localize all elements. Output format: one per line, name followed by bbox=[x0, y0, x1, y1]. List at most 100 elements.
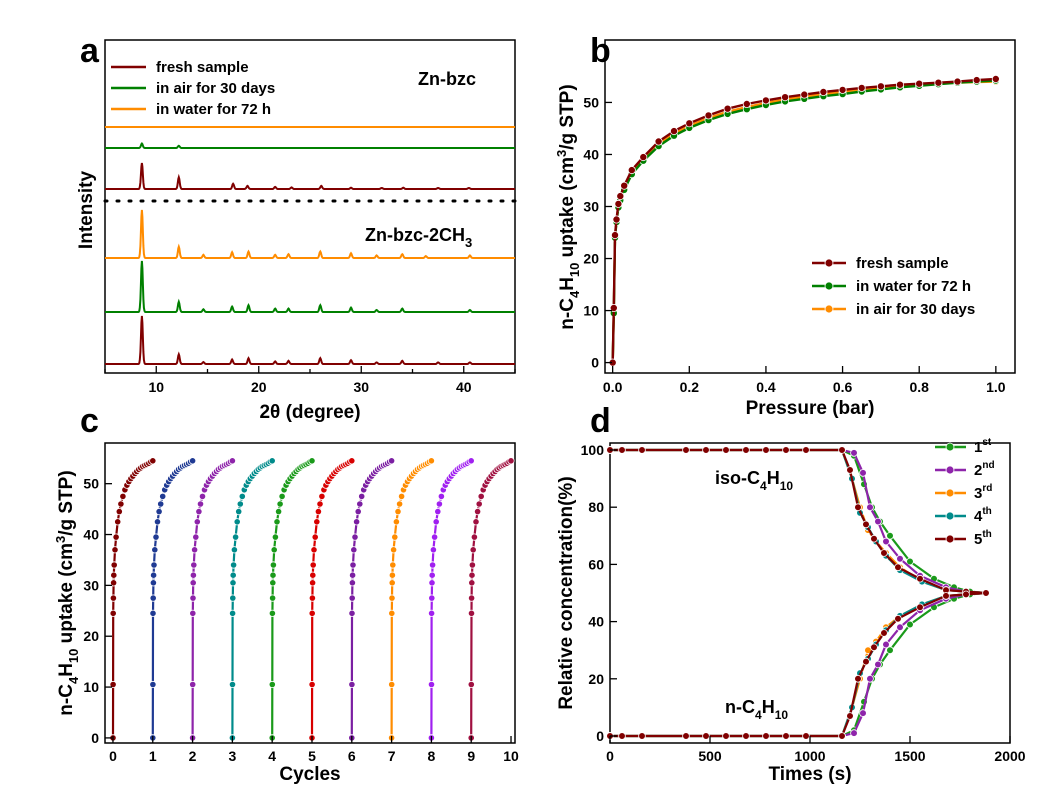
panel-d-ticks: 0 500 1000 1500 2000 0 20 40 60 80 100 bbox=[581, 442, 1026, 764]
cycle-3-point bbox=[229, 571, 237, 579]
series-fresh-sample-point bbox=[915, 79, 924, 88]
series-fresh-sample-point bbox=[800, 90, 809, 99]
series-5th-n-point bbox=[982, 589, 990, 597]
series-5th-iso-point bbox=[782, 446, 790, 454]
cycle-6-point bbox=[349, 561, 357, 569]
cycle-8-point bbox=[430, 533, 439, 541]
cycle-5-point bbox=[318, 492, 326, 500]
panel-a-x-ticks: 10 20 30 40 bbox=[104, 366, 516, 395]
panel-c-ticks: 0 1 2 3 4 5 6 7 8 9 10 0 10 20 30 40 50 bbox=[83, 476, 519, 764]
cycle-0-point bbox=[109, 680, 117, 689]
cycle-1-point bbox=[149, 594, 157, 602]
cycle-9-point bbox=[468, 571, 476, 579]
series-5th-iso-point bbox=[894, 563, 902, 572]
x-tick-label: 20 bbox=[251, 379, 267, 395]
x-tick-label: 0.6 bbox=[833, 379, 853, 395]
cycle-8-point bbox=[427, 609, 436, 617]
y-tick-label: 40 bbox=[583, 146, 599, 162]
series-2nd-n-point bbox=[850, 729, 858, 737]
cycle-1-point bbox=[157, 500, 165, 508]
cycle-1-point bbox=[150, 571, 158, 579]
series-fresh-sample-point bbox=[609, 303, 618, 312]
series-5th-n-point bbox=[962, 590, 970, 599]
y-tick-label: 20 bbox=[83, 628, 99, 644]
panel-b-ylabel: n-C4H10 uptake (cm3/g STP) bbox=[554, 84, 582, 329]
x-tick-label: 10 bbox=[503, 748, 519, 764]
cycle-8-point bbox=[428, 579, 436, 587]
cycle-4-point bbox=[276, 500, 284, 508]
y-tick-label: 30 bbox=[583, 199, 599, 215]
y-tick-label: 0 bbox=[591, 355, 599, 371]
series-1st-iso-point bbox=[886, 531, 894, 540]
cycle-5-point bbox=[308, 680, 316, 689]
series-3rd-n-line bbox=[610, 591, 987, 738]
cycle-4-point bbox=[278, 492, 286, 500]
panel-d-legend: 1st 2nd 3rd 4th 5th bbox=[935, 437, 995, 548]
cycle-9-point bbox=[477, 492, 485, 500]
cycle-7-point bbox=[427, 457, 435, 465]
y-tick-label: 0 bbox=[91, 730, 99, 746]
cycle-7-point bbox=[388, 579, 396, 587]
cycle-4-point bbox=[308, 457, 316, 465]
cycle-7-point bbox=[388, 594, 396, 602]
x-tick-label: 0.4 bbox=[756, 379, 776, 395]
cycle-9-point bbox=[507, 457, 515, 465]
legend-label-in-water-for-72-h: in water for 72 h bbox=[156, 101, 271, 118]
cycle-3-point bbox=[228, 680, 237, 689]
cycle-2-point bbox=[228, 457, 236, 465]
cycle-7-point bbox=[388, 680, 396, 689]
cycle-5-point bbox=[311, 533, 319, 541]
panel-d-frame bbox=[609, 442, 1011, 744]
cycle-3-point bbox=[268, 457, 276, 465]
x-tick-label: 0 bbox=[109, 748, 117, 764]
series-5th-n-point bbox=[802, 732, 810, 740]
series-fresh-sample-point bbox=[614, 199, 623, 208]
series-5th-iso-point bbox=[870, 534, 878, 543]
panel-b-ticks: 0.0 0.2 0.4 0.6 0.8 1.0 0 10 20 30 40 50 bbox=[583, 94, 1005, 395]
y-tick-label: 80 bbox=[588, 499, 604, 515]
cycle-0-point bbox=[111, 546, 119, 554]
series-5th-n-point bbox=[702, 732, 710, 740]
cycle-9-point bbox=[469, 546, 477, 554]
cycle-0-point bbox=[110, 571, 118, 579]
series-fresh-sample-point bbox=[838, 85, 847, 94]
series-5th-n-line bbox=[610, 591, 987, 738]
series-5th-n-point bbox=[838, 732, 846, 740]
series-5th-n-point bbox=[870, 643, 878, 652]
x-tick-label: 0.8 bbox=[909, 379, 929, 395]
cycle-0-point bbox=[110, 561, 118, 569]
cycle-0-point bbox=[109, 594, 118, 602]
cycle-4-point bbox=[269, 571, 277, 579]
series-fresh-sample-point bbox=[819, 88, 828, 97]
cycle-7-point bbox=[388, 571, 396, 579]
series-2nd-n-point bbox=[882, 640, 890, 649]
cycle-2-point bbox=[189, 594, 197, 602]
series-fresh-sample-point bbox=[639, 153, 648, 162]
legend-label-4th: 4th bbox=[974, 506, 992, 525]
cycle-7-point bbox=[389, 561, 397, 569]
cycle-0-point bbox=[112, 533, 120, 541]
series-5th-n-point bbox=[894, 614, 902, 623]
y-tick-label: 20 bbox=[583, 251, 599, 267]
series-5th-n-point bbox=[722, 732, 730, 740]
cycle-5-point bbox=[348, 457, 356, 465]
series-line-zn-bzc-in-air-for-30-days bbox=[105, 141, 515, 149]
series-2nd-iso-line bbox=[610, 448, 987, 595]
panel-a-group1-label: Zn-bzc bbox=[418, 69, 476, 89]
y-tick-label: 50 bbox=[583, 94, 599, 110]
panel-b-legend: fresh sample in water for 72 h in air for … bbox=[812, 255, 975, 318]
series-5th-n-point bbox=[782, 732, 790, 740]
cycle-5-point bbox=[308, 579, 317, 587]
panel-a-legend: fresh sample in air for 30 days in water f… bbox=[111, 59, 275, 118]
series-5th-iso-point bbox=[854, 503, 862, 512]
series-fresh-sample-point bbox=[781, 93, 790, 102]
cycle-9-point bbox=[467, 594, 476, 602]
series-fresh-sample-point bbox=[896, 80, 905, 89]
panel-a-xlabel: 2θ (degree) bbox=[259, 402, 360, 423]
y-tick-label: 100 bbox=[581, 442, 605, 458]
cycle-6-point bbox=[356, 500, 364, 508]
cycle-2-point bbox=[189, 680, 197, 689]
cycle-2-point bbox=[189, 571, 197, 579]
panel-a-group2-label: Zn-bzc-2CH3 bbox=[365, 225, 472, 250]
cycle-8-point bbox=[437, 492, 445, 500]
